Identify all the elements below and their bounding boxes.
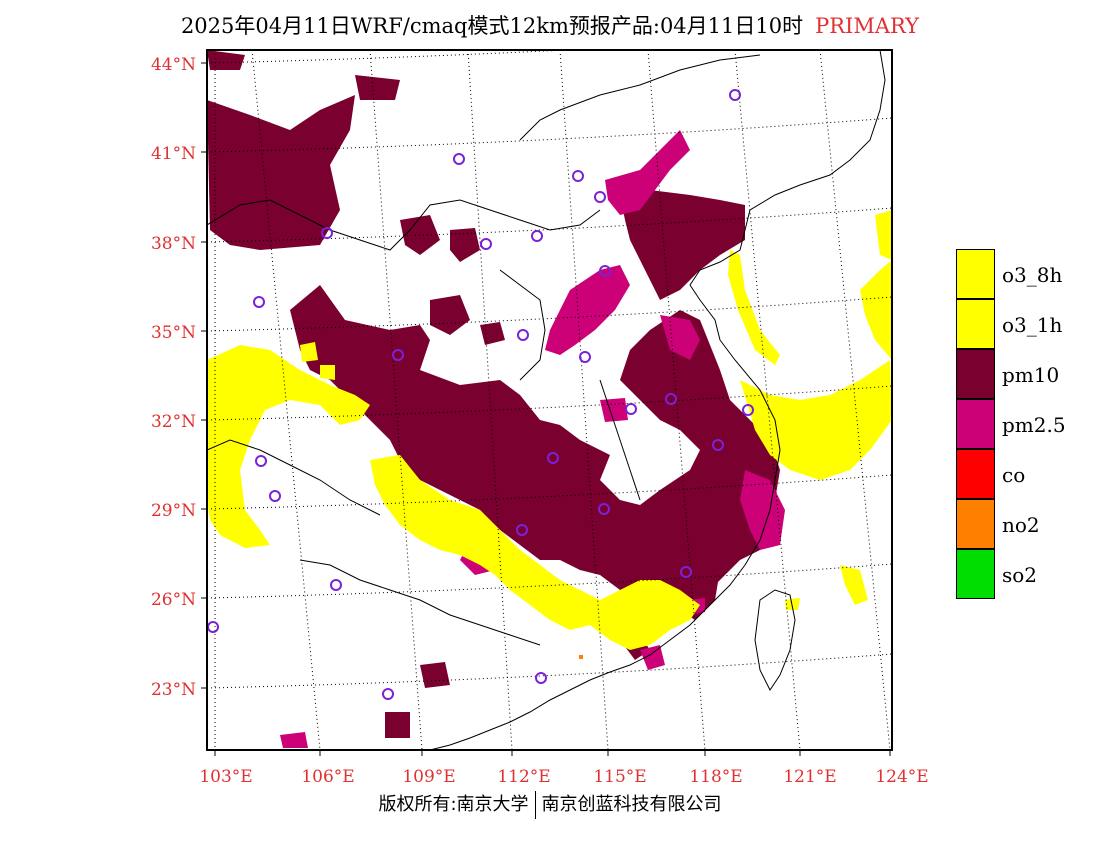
lat-labels: 44°N 41°N 38°N 35°N 32°N 29°N 26°N 23°N: [151, 55, 196, 700]
legend-swatch: [956, 499, 995, 549]
copyright-left: 版权所有:南京大学: [378, 794, 529, 815]
lat-label: 44°N: [151, 55, 196, 75]
map-frame: [206, 49, 893, 751]
legend-label: o3_1h: [1002, 313, 1063, 337]
coastline: [207, 50, 886, 750]
legend-swatch: [956, 249, 995, 299]
legend-label: co: [1002, 463, 1026, 487]
map-content: [207, 50, 892, 750]
legend-swatch: [956, 399, 995, 449]
legend-item-co: co: [956, 449, 1096, 499]
graticule: [207, 50, 892, 750]
copyright-right: 南京创蓝科技有限公司: [541, 794, 722, 815]
lon-label: 121°E: [783, 767, 836, 787]
lon-labels: 103°E 106°E 109°E 112°E 115°E 118°E 121°…: [199, 767, 928, 787]
no2-spot: [579, 655, 583, 659]
lat-label: 32°N: [151, 412, 196, 432]
copyright-footer: 版权所有:南京大学 南京创蓝科技有限公司: [0, 790, 1100, 819]
legend-label: o3_8h: [1002, 263, 1063, 287]
legend-item-o3-1h: o3_1h: [956, 299, 1096, 349]
station-markers: [207, 89, 754, 700]
lat-label: 29°N: [151, 501, 196, 521]
lon-label: 106°E: [301, 767, 354, 787]
legend-swatch: [956, 549, 995, 599]
lat-label: 38°N: [151, 234, 196, 254]
legend-label: so2: [1002, 563, 1038, 587]
lon-label: 115°E: [593, 767, 646, 787]
legend-item-so2: so2: [956, 549, 1096, 599]
legend-label: pm10: [1002, 363, 1060, 387]
lon-label: 124°E: [875, 767, 928, 787]
lat-label: 41°N: [151, 144, 196, 164]
lat-label: 26°N: [151, 590, 196, 610]
primary-tag: PRIMARY: [815, 14, 920, 38]
legend: o3_8h o3_1h pm10 pm2.5 co no2 so2: [956, 249, 1096, 599]
legend-label: pm2.5: [1002, 413, 1066, 437]
tick-marks: [201, 62, 891, 756]
lat-label: 35°N: [151, 323, 196, 343]
lon-label: 109°E: [402, 767, 455, 787]
legend-item-no2: no2: [956, 499, 1096, 549]
footer-separator: [534, 791, 536, 819]
legend-label: no2: [1002, 513, 1040, 537]
lat-label: 23°N: [151, 680, 196, 700]
pm10-regions: [207, 50, 780, 738]
o3-regions: [207, 210, 892, 650]
lon-label: 103°E: [199, 767, 252, 787]
map-title: 2025年04月11日WRF/cmaq模式12km预报产品:04月11日10时 P…: [0, 10, 1100, 40]
title-text: 2025年04月11日WRF/cmaq模式12km预报产品:04月11日10时: [180, 14, 804, 38]
legend-swatch: [956, 299, 995, 349]
legend-item-pm25: pm2.5: [956, 399, 1096, 449]
legend-item-pm10: pm10: [956, 349, 1096, 399]
legend-item-o3-8h: o3_8h: [956, 249, 1096, 299]
lon-label: 112°E: [497, 767, 550, 787]
legend-swatch: [956, 449, 995, 499]
legend-swatch: [956, 349, 995, 399]
lon-label: 118°E: [689, 767, 742, 787]
